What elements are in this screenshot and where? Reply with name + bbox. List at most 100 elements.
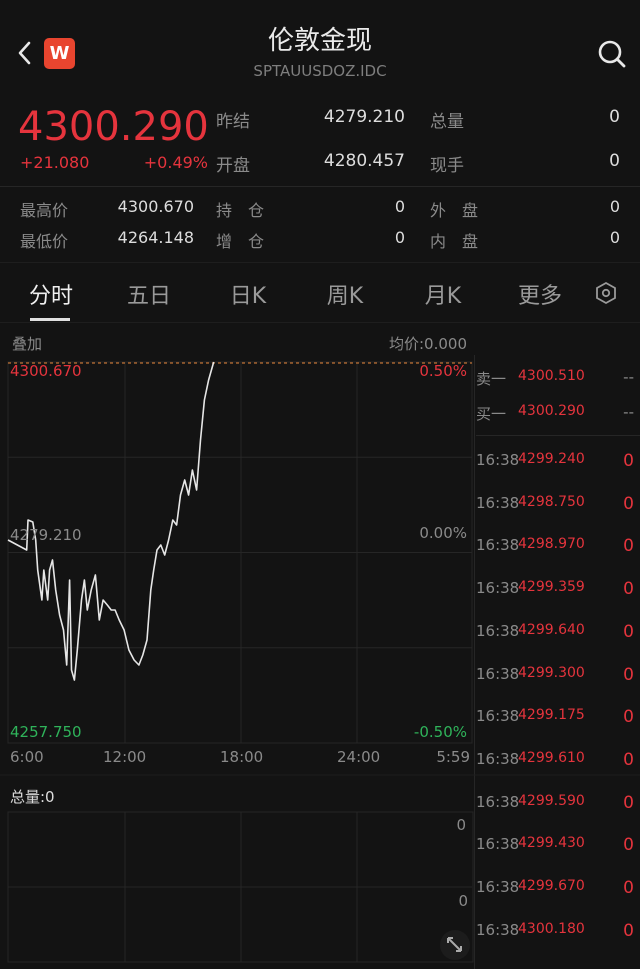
tab-weekly-k[interactable]: 周K [326,284,364,309]
trade-price: 4299.240 [518,451,585,467]
ask-label: 卖一 [476,370,507,388]
pct-label-bottom: -0.50% [413,723,467,741]
bid-row: 买一 4300.290 -- [476,403,636,427]
trade-time: 16:38 [476,749,520,768]
trade-row: 16:38 4299.300 0 [476,665,636,689]
divider [0,262,640,263]
divider [0,186,640,187]
trade-time: 16:38 [476,536,520,555]
stat-value: 4300.670 [117,197,194,216]
search-icon [598,40,626,68]
avg-price: 均价:0.000 [389,335,467,353]
price-change-pct: +0.49% [143,153,208,172]
back-button[interactable] [12,38,38,68]
bid-volume: -- [623,403,634,421]
settings-icon [596,281,616,305]
price-change: +21.080 [20,153,90,172]
divider [0,322,640,323]
trade-row: 16:38 4299.590 0 [476,793,636,817]
overlay-button[interactable]: 叠加 [12,335,43,353]
search-button[interactable] [596,38,628,70]
trade-row: 16:38 4299.359 0 [476,579,636,603]
field-label: 总量 [430,112,464,132]
last-price: 4300.290 [18,104,209,150]
field-value: 4280.457 [323,151,405,171]
x-label: 24:00 [337,748,381,766]
stat-label: 最低价 [20,232,69,251]
trade-time: 16:38 [476,878,520,896]
trade-volume: 0 [623,493,634,514]
trade-volume: 0 [623,749,634,770]
trade-price: 4300.180 [518,920,585,937]
tab-daily-k[interactable]: 日K [229,284,267,309]
chart-settings-button[interactable] [594,281,618,305]
stat-value: 4264.148 [117,228,194,247]
trade-time: 16:38 [476,920,520,939]
x-label: 6:00 [10,748,44,766]
pct-label-mid: 0.00% [419,524,467,542]
tab-intraday[interactable]: 分时 [28,284,74,309]
stat-label: 最高价 [20,201,69,220]
x-label: 12:00 [103,748,147,766]
trade-row: 16:38 4299.670 0 [476,878,636,902]
trade-price: 4299.640 [518,621,585,638]
x-label: 18:00 [220,748,264,766]
stat-value: 0 [394,228,405,247]
trade-row: 16:38 4299.610 0 [476,750,636,774]
trade-price: 4298.970 [518,536,585,553]
bid-price: 4300.290 [518,403,585,419]
tab-more[interactable]: 更多 [517,284,563,309]
trade-time: 16:38 [476,579,520,598]
field-value: 0 [609,107,620,127]
symbol-code: SPTAUUSDOZ.IDC [253,62,387,80]
trade-time: 16:38 [476,493,520,512]
volume-mid-label: 0 [458,892,468,910]
field-value: 4279.210 [323,107,405,127]
stat-label: 外 盘 [430,201,479,220]
stat-label: 增 仓 [216,232,265,251]
divider [476,435,640,436]
ask-volume: -- [623,368,634,386]
trade-price: 4299.590 [518,792,585,809]
trade-price: 4299.430 [518,835,585,852]
field-label: 现手 [430,156,464,176]
trade-time: 16:38 [476,792,520,811]
trade-price: 4299.175 [518,707,585,724]
trade-row: 16:38 4299.640 0 [476,622,636,646]
trade-time: 16:38 [476,664,520,683]
stat-label: 内 盘 [430,232,479,251]
back-chevron-icon [18,41,31,65]
trade-row: 16:38 4300.180 0 [476,921,636,945]
expand-icon [447,937,462,952]
trade-price: 4299.359 [518,579,585,596]
trade-volume: 0 [623,835,634,856]
trade-volume: 0 [623,792,634,813]
volume-top-label: 0 [456,816,466,834]
volume-total: 总量:0 [10,788,55,806]
trade-row: 16:38 4298.750 0 [476,494,636,518]
ask-row: 卖一 4300.510 -- [476,368,636,392]
trade-time: 16:38 [476,707,520,726]
stat-value: 0 [394,197,405,216]
trade-volume: 0 [623,920,634,941]
tab-active-indicator [30,318,70,321]
field-value: 0 [609,151,620,171]
trade-row: 16:38 4299.175 0 [476,707,636,731]
trade-volume: 0 [623,579,634,600]
trade-volume: 0 [623,536,634,557]
trade-volume: 0 [623,621,634,642]
page-title: 伦敦金现 [267,26,372,56]
app-logo: W [44,38,75,69]
fullscreen-button[interactable] [440,930,470,960]
field-label: 开盘 [216,156,250,176]
y-label-top: 4300.670 [10,362,82,380]
tab-monthly-k[interactable]: 月K [424,284,462,309]
x-label: 5:59 [436,748,470,766]
trade-time: 16:38 [476,835,520,854]
tab-five-day[interactable]: 五日 [126,284,172,309]
trade-price: 4299.300 [518,664,585,681]
stat-value: 0 [609,197,620,216]
trade-row: 16:38 4299.240 0 [476,451,636,475]
trade-volume: 0 [623,664,634,685]
